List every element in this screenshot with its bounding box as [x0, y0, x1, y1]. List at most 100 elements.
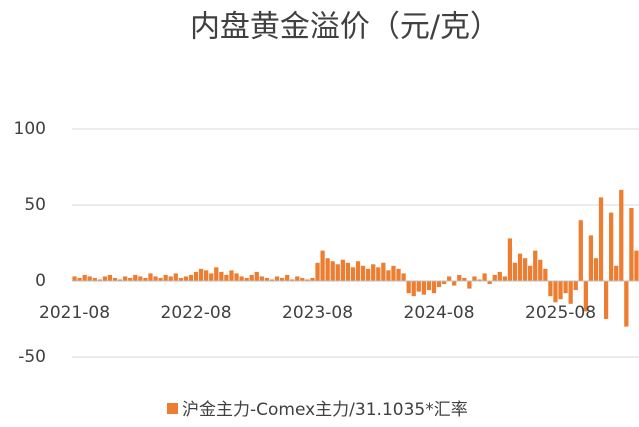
bar	[401, 273, 406, 281]
chart-title: 内盘黄金溢价（元/克）	[190, 10, 500, 45]
bar	[558, 281, 563, 300]
x-tick-label: 2025-08	[525, 303, 596, 323]
bar	[274, 276, 280, 281]
bar	[269, 279, 275, 281]
bar	[153, 276, 158, 281]
bar	[143, 277, 148, 281]
bar	[538, 259, 543, 281]
bar	[239, 276, 244, 281]
bar	[335, 264, 340, 281]
bar	[214, 267, 219, 281]
bar	[492, 274, 497, 281]
bar	[431, 281, 437, 294]
bar	[502, 276, 507, 281]
bar	[87, 276, 92, 281]
bar	[360, 265, 366, 281]
bar	[507, 238, 513, 281]
bar	[447, 276, 452, 281]
bar	[305, 279, 310, 281]
bar	[310, 277, 315, 281]
bar	[522, 258, 528, 281]
bar	[219, 271, 224, 281]
bar	[376, 267, 381, 281]
bar	[381, 262, 386, 281]
bar	[168, 276, 173, 281]
bar	[548, 281, 553, 297]
bar	[117, 279, 123, 281]
bar	[163, 274, 168, 281]
bar	[593, 258, 599, 281]
x-tick-label: 2024-08	[404, 303, 475, 323]
bar	[452, 281, 457, 286]
legend-swatch	[167, 403, 178, 414]
bar	[386, 270, 391, 281]
bar	[254, 271, 259, 281]
x-tick-label: 2023-08	[282, 303, 353, 323]
bar	[325, 258, 330, 281]
bar	[264, 277, 270, 281]
bar	[629, 208, 634, 281]
bar	[533, 250, 538, 281]
bar	[603, 281, 609, 319]
bar	[133, 274, 138, 281]
bar	[426, 281, 432, 291]
bar	[497, 271, 502, 281]
bar	[462, 277, 467, 281]
bar	[406, 281, 411, 294]
bar	[244, 277, 249, 281]
bar	[487, 281, 492, 285]
bar	[224, 274, 229, 281]
bar	[82, 274, 87, 281]
bar	[482, 273, 487, 281]
bar	[609, 212, 614, 281]
x-tick-label: 2021-08	[39, 303, 110, 323]
bar	[173, 273, 178, 281]
bar	[234, 273, 239, 281]
bar	[578, 220, 583, 281]
bar	[72, 276, 77, 281]
bar	[183, 276, 189, 281]
bar	[441, 281, 447, 285]
bar	[198, 268, 204, 281]
bar	[366, 268, 371, 281]
bar	[457, 274, 462, 281]
bar	[285, 274, 290, 281]
bar	[345, 262, 351, 281]
bar	[107, 274, 113, 281]
x-tick-label: 2022-08	[161, 303, 232, 323]
bar	[279, 277, 285, 281]
y-tick-label: 100	[14, 119, 46, 139]
bar	[619, 189, 624, 281]
bar	[259, 276, 264, 281]
bar	[563, 281, 568, 294]
bar	[553, 281, 558, 303]
bar	[350, 267, 356, 281]
bar	[512, 262, 518, 281]
bar	[528, 265, 533, 281]
bar	[158, 277, 163, 281]
bar	[229, 270, 234, 281]
bar	[209, 273, 214, 281]
bar	[517, 253, 523, 281]
bar	[188, 274, 194, 281]
bar	[614, 265, 619, 281]
y-tick-label: -50	[18, 347, 46, 367]
bar	[148, 273, 153, 281]
bar	[396, 268, 401, 281]
bar	[92, 277, 97, 281]
y-tick-label: 0	[35, 271, 46, 291]
legend-label: 沪金主力-Comex主力/31.1035*汇率	[182, 400, 468, 420]
y-tick-label: 50	[24, 195, 46, 215]
bar	[178, 277, 183, 281]
bar	[583, 281, 588, 312]
bar	[290, 279, 295, 281]
bar	[472, 276, 477, 281]
bar	[416, 281, 421, 292]
bar	[128, 277, 133, 281]
bar	[300, 277, 305, 281]
bar	[543, 268, 548, 281]
bar	[467, 281, 472, 289]
bar	[477, 279, 482, 281]
